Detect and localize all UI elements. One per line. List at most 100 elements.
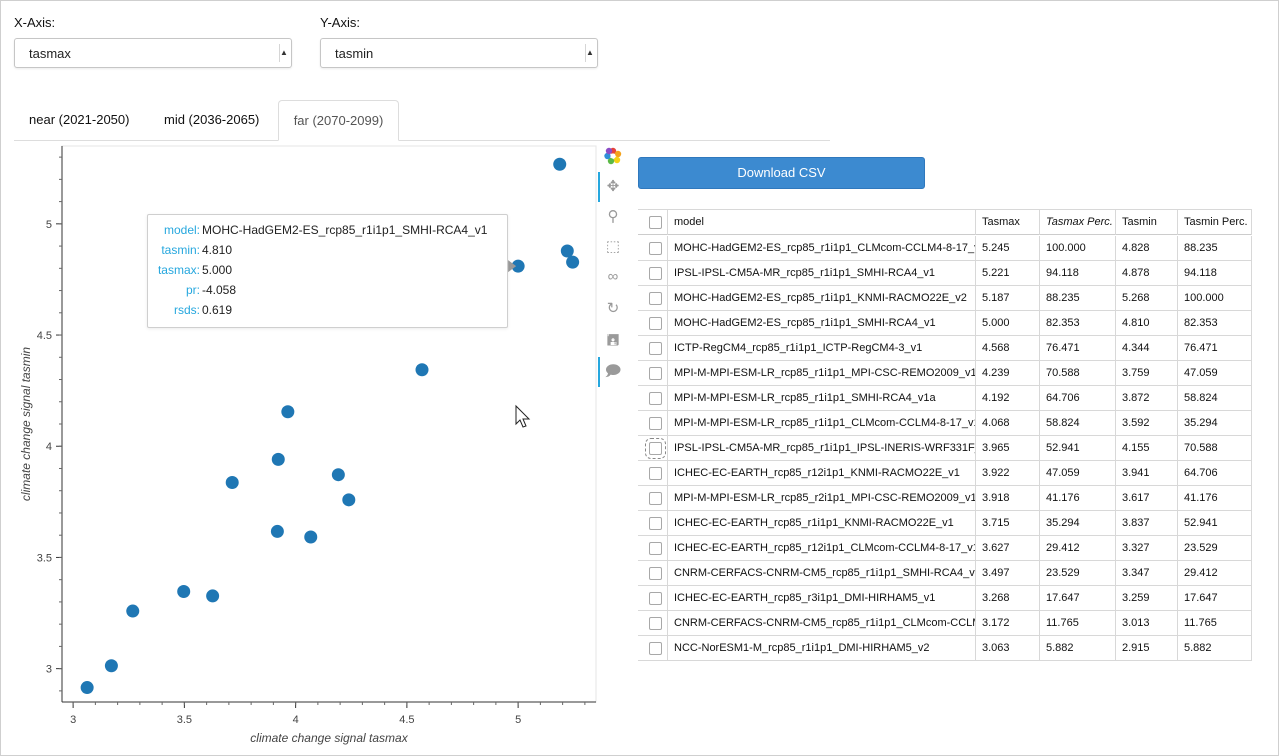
tab-mid[interactable]: mid (2036-2065): [164, 112, 260, 127]
header-select-all[interactable]: [638, 210, 668, 235]
row-checkbox[interactable]: [649, 592, 662, 605]
scatter-point[interactable]: [281, 405, 295, 419]
table-row[interactable]: NCC-NorESM1-M_rcp85_r1i1p1_DMI-HIRHAM5_v…: [638, 636, 1252, 661]
scatter-point[interactable]: [126, 604, 140, 618]
cell-model: MPI-M-MPI-ESM-LR_rcp85_r1i1p1_CLMcom-CCL…: [668, 411, 976, 436]
table-row[interactable]: IPSL-IPSL-CM5A-MR_rcp85_r1i1p1_SMHI-RCA4…: [638, 261, 1252, 286]
row-select-cell[interactable]: [638, 586, 668, 611]
row-select-cell[interactable]: [638, 461, 668, 486]
table-row[interactable]: MPI-M-MPI-ESM-LR_rcp85_r1i1p1_SMHI-RCA4_…: [638, 386, 1252, 411]
row-select-cell[interactable]: [638, 536, 668, 561]
row-select-cell[interactable]: [638, 261, 668, 286]
scatter-point[interactable]: [270, 524, 284, 538]
table-row[interactable]: MPI-M-MPI-ESM-LR_rcp85_r2i1p1_MPI-CSC-RE…: [638, 486, 1252, 511]
row-select-cell[interactable]: [638, 336, 668, 361]
table-row[interactable]: ICHEC-EC-EARTH_rcp85_r12i1p1_KNMI-RACMO2…: [638, 461, 1252, 486]
table-row[interactable]: ICHEC-EC-EARTH_rcp85_r12i1p1_CLMcom-CCLM…: [638, 536, 1252, 561]
scatter-point[interactable]: [553, 157, 567, 171]
row-select-cell[interactable]: [638, 386, 668, 411]
row-select-cell[interactable]: [638, 361, 668, 386]
row-checkbox[interactable]: [649, 267, 662, 280]
row-checkbox[interactable]: [649, 567, 662, 580]
y-tick-label: 3: [46, 664, 52, 676]
row-checkbox[interactable]: [649, 517, 662, 530]
x-axis-select[interactable]: tasmax ▲: [14, 38, 292, 68]
scatter-point[interactable]: [206, 589, 220, 603]
y-axis-select[interactable]: tasmin ▲: [320, 38, 598, 68]
scatter-point[interactable]: [415, 363, 429, 377]
table-row[interactable]: MOHC-HadGEM2-ES_rcp85_r1i1p1_SMHI-RCA4_v…: [638, 311, 1252, 336]
scatter-point[interactable]: [225, 475, 239, 489]
bokeh-logo-icon[interactable]: [602, 146, 624, 168]
save-icon[interactable]: 🖪: [606, 332, 620, 349]
cell-tasmin: 3.592: [1116, 411, 1178, 436]
row-checkbox[interactable]: [649, 617, 662, 630]
table-row[interactable]: MOHC-HadGEM2-ES_rcp85_r1i1p1_KNMI-RACMO2…: [638, 286, 1252, 311]
table-row[interactable]: CNRM-CERFACS-CNRM-CM5_rcp85_r1i1p1_CLMco…: [638, 611, 1252, 636]
table-row[interactable]: CNRM-CERFACS-CNRM-CM5_rcp85_r1i1p1_SMHI-…: [638, 561, 1252, 586]
header-tasmax-perc[interactable]: Tasmax Perc.: [1040, 210, 1116, 235]
row-select-cell[interactable]: [638, 561, 668, 586]
row-checkbox[interactable]: [649, 542, 662, 555]
pan-icon[interactable]: ✥: [606, 178, 620, 195]
table-row[interactable]: ICHEC-EC-EARTH_rcp85_r1i1p1_KNMI-RACMO22…: [638, 511, 1252, 536]
table-row[interactable]: MPI-M-MPI-ESM-LR_rcp85_r1i1p1_CLMcom-CCL…: [638, 411, 1252, 436]
row-checkbox[interactable]: [649, 642, 662, 655]
header-tasmin-perc[interactable]: Tasmin Perc.: [1178, 210, 1252, 235]
scatter-point[interactable]: [560, 244, 574, 258]
scatter-point[interactable]: [331, 468, 345, 482]
table-row[interactable]: IPSL-IPSL-CM5A-MR_rcp85_r1i1p1_IPSL-INER…: [638, 436, 1252, 461]
row-select-cell[interactable]: [638, 411, 668, 436]
tab-far[interactable]: far (2070-2099): [278, 100, 399, 141]
scatter-point[interactable]: [271, 452, 285, 466]
scatter-point[interactable]: [104, 659, 118, 673]
header-tasmin[interactable]: Tasmin: [1116, 210, 1178, 235]
row-checkbox[interactable]: [649, 492, 662, 505]
select-all-checkbox[interactable]: [649, 216, 662, 229]
scatter-point[interactable]: [304, 530, 318, 544]
hover-icon[interactable]: 🗩: [604, 363, 622, 380]
y-tick-label: 5: [46, 219, 52, 231]
row-checkbox[interactable]: [645, 438, 666, 459]
box-select-icon[interactable]: ⬚: [605, 238, 621, 255]
row-checkbox[interactable]: [649, 417, 662, 430]
row-select-cell[interactable]: [638, 486, 668, 511]
tooltip-value-tasmax: 5.000: [202, 263, 233, 277]
cell-model: NCC-NorESM1-M_rcp85_r1i1p1_DMI-HIRHAM5_v…: [668, 636, 976, 661]
row-select-cell[interactable]: [638, 436, 668, 461]
row-checkbox[interactable]: [649, 317, 662, 330]
scatter-point[interactable]: [342, 493, 356, 507]
row-select-cell[interactable]: [638, 286, 668, 311]
scatter-point[interactable]: [511, 259, 525, 273]
table-row[interactable]: ICTP-RegCM4_rcp85_r1i1p1_ICTP-RegCM4-3_v…: [638, 336, 1252, 361]
row-checkbox[interactable]: [649, 292, 662, 305]
table-row[interactable]: MOHC-HadGEM2-ES_rcp85_r1i1p1_CLMcom-CCLM…: [638, 236, 1252, 261]
row-select-cell[interactable]: [638, 611, 668, 636]
row-select-cell[interactable]: [638, 511, 668, 536]
table-row[interactable]: MPI-M-MPI-ESM-LR_rcp85_r1i1p1_MPI-CSC-RE…: [638, 361, 1252, 386]
row-select-cell[interactable]: [638, 236, 668, 261]
row-select-cell[interactable]: [638, 636, 668, 661]
zoom-icon[interactable]: ⚲: [607, 208, 619, 225]
cell-tasmin: 4.810: [1116, 311, 1178, 336]
row-checkbox[interactable]: [649, 242, 662, 255]
tab-near[interactable]: near (2021-2050): [29, 112, 130, 127]
y-axis-title: climate change signal tasmin: [19, 347, 33, 501]
scatter-point[interactable]: [566, 255, 580, 269]
lasso-icon[interactable]: ∞: [607, 268, 619, 285]
scatter-points[interactable]: [80, 157, 580, 695]
scatter-point[interactable]: [177, 584, 191, 598]
scatter-point[interactable]: [80, 681, 94, 695]
table-row[interactable]: ICHEC-EC-EARTH_rcp85_r3i1p1_DMI-HIRHAM5_…: [638, 586, 1252, 611]
cell-tasmin: 3.941: [1116, 461, 1178, 486]
y-axis-select-value: tasmin: [335, 46, 374, 61]
row-select-cell[interactable]: [638, 311, 668, 336]
row-checkbox[interactable]: [649, 342, 662, 355]
row-checkbox[interactable]: [649, 467, 662, 480]
header-model[interactable]: model: [668, 210, 976, 235]
reset-icon[interactable]: ↻: [606, 300, 620, 317]
download-csv-button[interactable]: Download CSV: [638, 157, 925, 189]
header-tasmax[interactable]: Tasmax: [976, 210, 1040, 235]
row-checkbox[interactable]: [649, 392, 662, 405]
row-checkbox[interactable]: [649, 367, 662, 380]
